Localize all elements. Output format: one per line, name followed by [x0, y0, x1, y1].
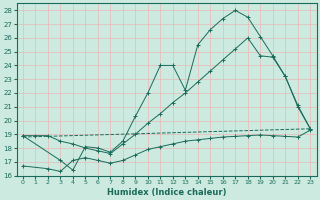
X-axis label: Humidex (Indice chaleur): Humidex (Indice chaleur)	[107, 188, 226, 197]
